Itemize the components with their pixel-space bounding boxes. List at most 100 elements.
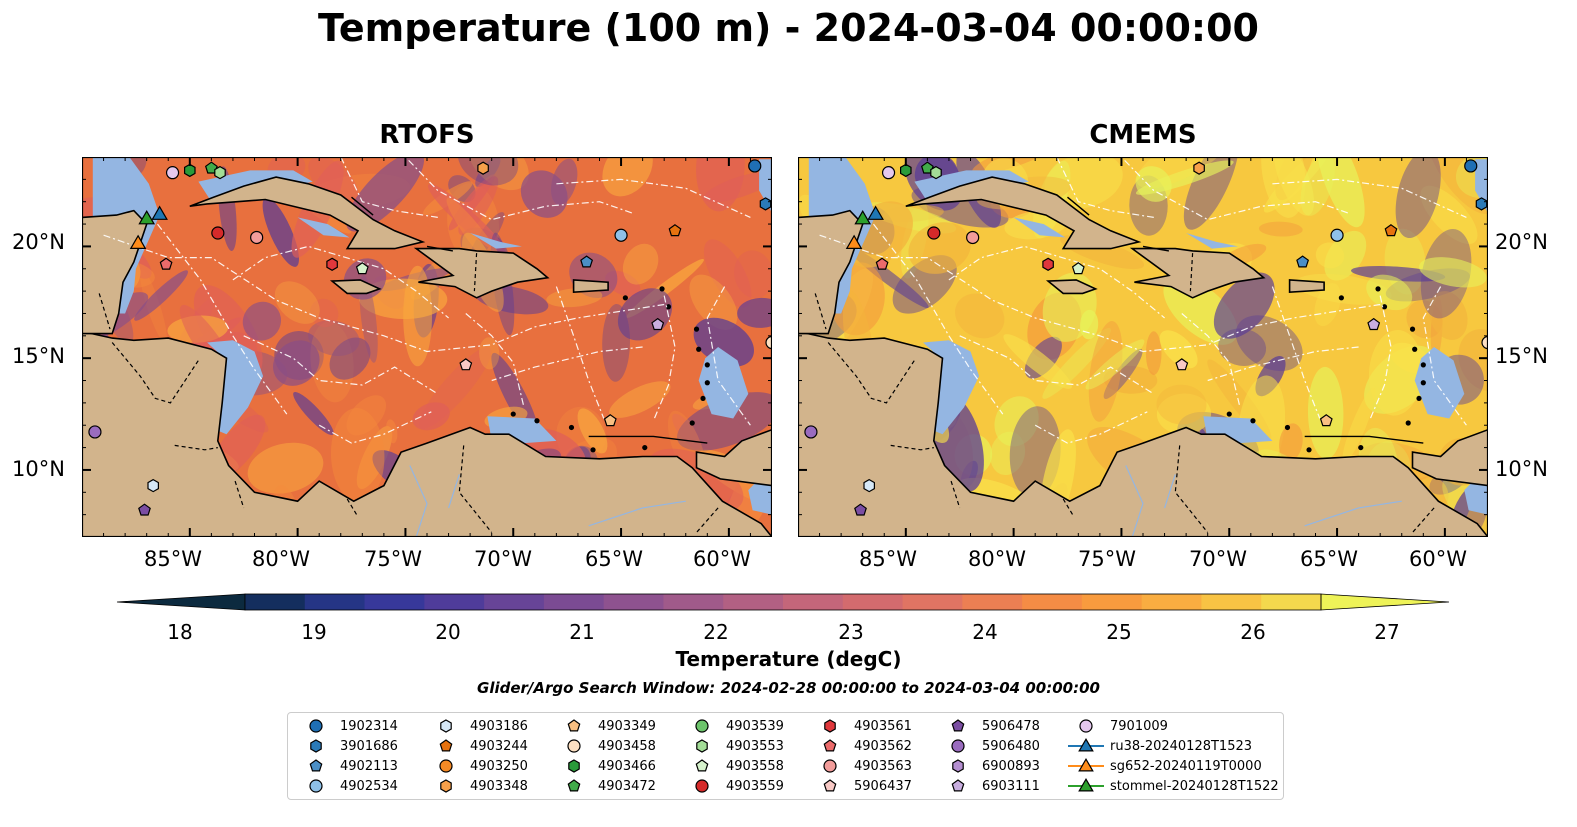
temperature-patch (1103, 348, 1143, 399)
eez-boundary (1207, 346, 1359, 382)
legend-item-4903250: 4903250 (426, 756, 528, 776)
hexagon-icon (568, 759, 580, 773)
island (1409, 326, 1416, 332)
colorbar-segment (1022, 594, 1083, 610)
eez-boundary (819, 234, 1381, 353)
legend-label: stommel-20240128T1522 (1110, 778, 1279, 794)
temperature-patch (1235, 315, 1303, 372)
triangle-marker-icon (1068, 758, 1104, 772)
temperature-patch (1213, 272, 1275, 339)
island (1250, 418, 1256, 424)
colorbar-segment (783, 594, 844, 610)
temperature-patch (1103, 365, 1158, 394)
temperature-patch (1316, 157, 1365, 228)
colorbar-segment (902, 594, 963, 610)
temperature-patch (672, 413, 701, 450)
argo-float-4903558 (355, 262, 369, 275)
temperature-patch (546, 288, 603, 308)
temperature-patch (1420, 185, 1478, 245)
island (1420, 380, 1426, 386)
eez-boundary (948, 245, 1165, 319)
glider-ru38 (151, 205, 168, 220)
circle-icon (567, 739, 581, 753)
temperature-patch (309, 298, 339, 328)
temperature-patch (1315, 242, 1345, 269)
eez-boundary (157, 223, 288, 415)
legend-item-4903349: 4903349 (554, 716, 656, 736)
legend-label: 5906480 (982, 738, 1040, 754)
colorbar-segment (663, 594, 724, 610)
circle-marker-icon (1079, 719, 1093, 733)
temperature-patch (737, 297, 772, 328)
temperature-patch (689, 274, 738, 330)
panel-title-cmems: CMEMS (1089, 120, 1197, 150)
colorbar-segment (424, 594, 485, 610)
lon-label-85w-right: 85°W (859, 547, 917, 571)
temperature-patch (346, 157, 425, 232)
circle-icon (823, 759, 837, 773)
temperature-patch (1395, 157, 1441, 239)
land-mass (1288, 279, 1325, 294)
island (1284, 424, 1291, 431)
pentagon-icon (951, 779, 965, 792)
temperature-patch (1261, 157, 1306, 218)
glider-stommel (138, 210, 156, 225)
eez-boundary (1272, 178, 1467, 218)
temperature-patch (262, 197, 299, 267)
island (590, 447, 596, 453)
argo-float-3901686 (759, 197, 772, 211)
temperature-patch (602, 304, 631, 382)
colorbar-tick-23: 23 (838, 620, 864, 644)
temperature-patch (273, 340, 320, 386)
hexagon-icon (310, 739, 322, 753)
legend-item-4903563: 4903563 (810, 756, 912, 776)
hexagon-marker-icon (568, 759, 580, 773)
temperature-patch (622, 243, 659, 285)
glider-ru38 (867, 205, 884, 220)
figure-title: Temperature (100 m) - 2024-03-04 00:00:0… (317, 6, 1259, 50)
island (534, 418, 540, 424)
coastline (1142, 245, 1170, 252)
triangle-icon (1078, 758, 1094, 772)
country-border (473, 253, 478, 292)
island (622, 295, 628, 301)
hexagon-icon (440, 779, 452, 793)
island (1306, 447, 1312, 453)
colorbar-segment (1141, 594, 1203, 610)
country-border (111, 342, 199, 404)
land-mass (905, 176, 1142, 250)
land-mass (1411, 428, 1488, 487)
country-border (696, 507, 719, 533)
lon-label-70w-left: 70°W (474, 547, 532, 571)
legend-item-4903458: 4903458 (554, 736, 656, 756)
hexagon-icon (824, 719, 836, 733)
argo-float-4902534 (1330, 228, 1344, 242)
temperature-patch (1156, 384, 1207, 425)
country-border (1412, 507, 1435, 533)
shelf-region (470, 233, 522, 249)
colorbar-segment (1081, 594, 1143, 610)
land-mass (82, 209, 148, 335)
legend-label: 4903562 (854, 738, 912, 754)
eez-boundary (652, 295, 676, 422)
colorbar-segment (304, 594, 366, 610)
land-mass (1129, 247, 1266, 299)
legend-label: 4903553 (726, 738, 784, 754)
argo-float-5906437 (1175, 358, 1189, 371)
temperature-patch (693, 317, 754, 367)
circle-marker-icon (567, 739, 581, 753)
eez-boundary (1120, 157, 1348, 221)
temperature-patch (1258, 221, 1303, 237)
eez-boundary (555, 286, 605, 419)
island (1412, 346, 1418, 352)
temperature-colorbar (116, 593, 1450, 611)
legend-label: 4903558 (726, 758, 784, 774)
colorbar-segment (543, 594, 605, 610)
circle-icon (951, 739, 965, 753)
legend-label: ru38-20240128T1523 (1110, 738, 1253, 754)
land-mass (329, 279, 382, 295)
river (409, 465, 428, 537)
circle-marker-icon (695, 719, 709, 733)
argo-float-4902113 (1296, 255, 1310, 268)
argo-float-4903458 (1481, 335, 1488, 350)
